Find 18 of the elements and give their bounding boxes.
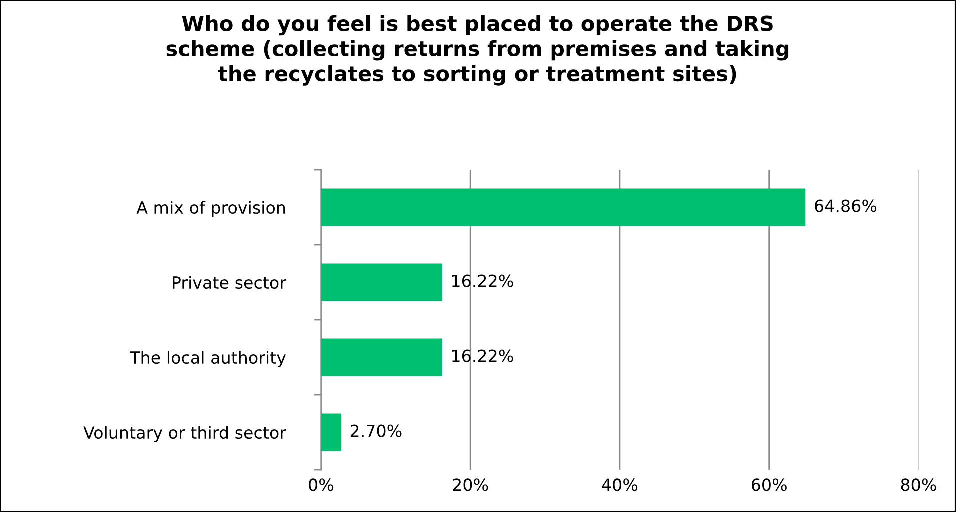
data-label: 16.22% xyxy=(452,350,514,362)
bar xyxy=(321,188,806,226)
bar xyxy=(321,338,442,376)
y-tick-label: The local authority xyxy=(130,351,286,368)
x-tick-label: 40% xyxy=(602,478,638,492)
data-label: 64.86% xyxy=(815,200,877,212)
chart-title: Who do you feel is best placed to operate the DRS scheme (collecting returns from premises and taking the recyclates to sorting or treatment sites) xyxy=(166,15,789,86)
x-tick-label: 60% xyxy=(752,478,787,492)
y-tick-label: Voluntary or third sector xyxy=(84,426,286,442)
y-tick-label: A mix of provision xyxy=(136,201,286,218)
y-tick-label: Private sector xyxy=(173,276,286,290)
bar xyxy=(321,264,442,302)
x-tick-label: 20% xyxy=(453,478,488,492)
x-tick-label: 80% xyxy=(901,478,936,492)
x-tick-label: 0% xyxy=(309,478,334,492)
bar xyxy=(321,414,342,452)
data-label: 2.70% xyxy=(350,424,402,438)
data-label: 16.22% xyxy=(452,274,514,288)
